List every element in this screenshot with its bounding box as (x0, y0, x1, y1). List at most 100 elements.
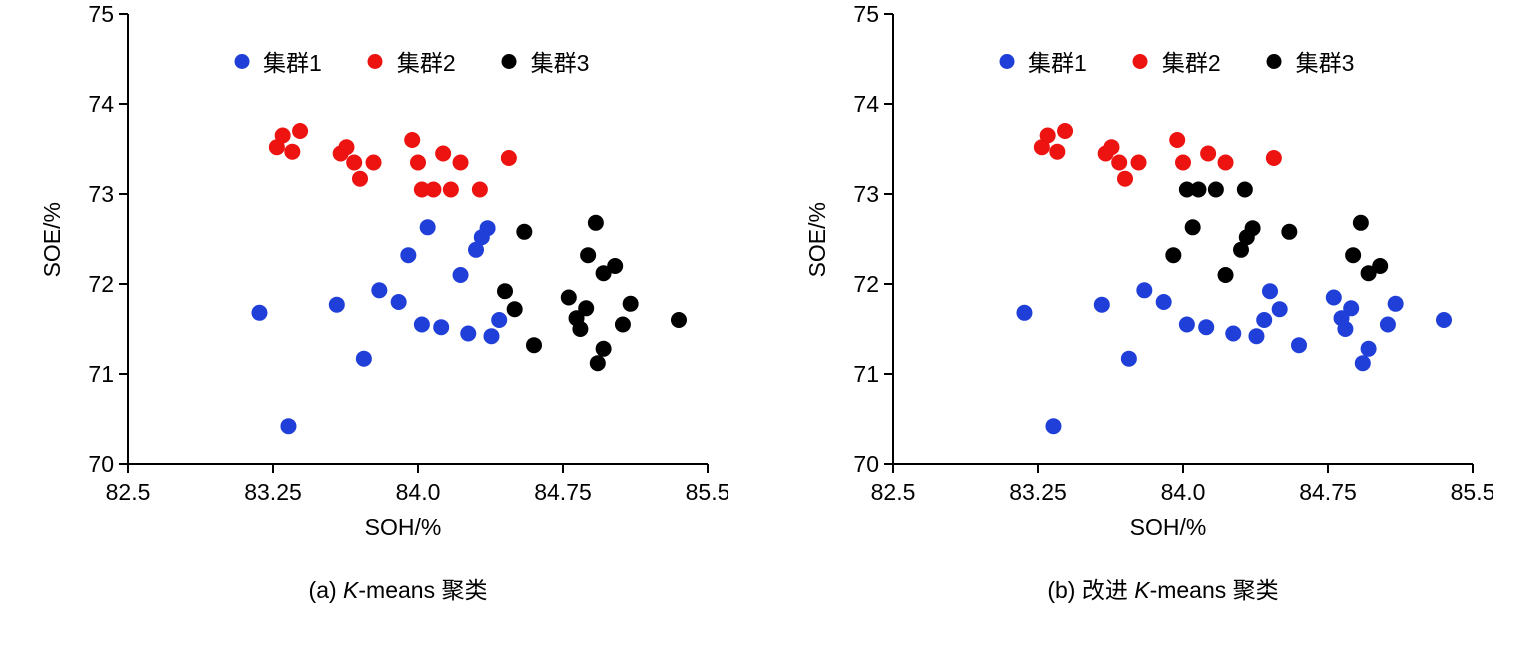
data-point (1178, 316, 1195, 333)
data-point (1102, 139, 1119, 156)
cluster3-dot-icon (501, 53, 517, 69)
data-point (442, 181, 459, 198)
data-point (419, 219, 436, 236)
data-point (1164, 247, 1181, 264)
data-point (1271, 301, 1288, 318)
data-point (1174, 154, 1191, 171)
data-point (1207, 181, 1224, 198)
data-point (587, 214, 604, 231)
y-axis-label: SOE/% (803, 202, 830, 278)
data-point (1247, 328, 1264, 345)
data-point (1280, 223, 1297, 240)
y-axis-label: SOE/% (38, 202, 65, 278)
legend-label-cluster2: 集群2 (396, 50, 456, 76)
data-point (452, 154, 469, 171)
chart-panel-a: SOE/% 70 71 72 73 74 75 82.5 83.25 84.0 84.75 85.5… (2, 6, 764, 661)
cluster3-dot-icon (1266, 53, 1282, 69)
x-tick-label: 82.5 (870, 479, 915, 505)
x-tick-label: 85.5 (1450, 479, 1492, 505)
data-point (370, 282, 387, 299)
data-point (283, 143, 300, 160)
data-point (571, 321, 588, 337)
y-tick-label: 71 (853, 361, 879, 387)
caption-a-k: K (343, 577, 359, 603)
legend: 集群1 集群2 集群3 (999, 44, 1354, 78)
data-point (1189, 181, 1206, 198)
data-point (434, 145, 451, 162)
caption-b: (b) 改进 K-means 聚类 (1017, 571, 1278, 605)
cluster1-dot-icon (999, 53, 1015, 69)
data-point (1360, 340, 1377, 357)
data-point (1360, 265, 1377, 282)
y-tick-label: 73 (88, 181, 114, 207)
data-point (1168, 132, 1185, 148)
data-point (467, 241, 484, 258)
legend-item-cluster3: 集群3 (1266, 44, 1355, 78)
data-point (1155, 294, 1172, 310)
data-point (595, 340, 612, 357)
data-point (1261, 283, 1278, 300)
x-tick-label: 84.75 (1299, 479, 1357, 505)
caption-a: (a) K-means 聚类 (279, 571, 488, 605)
data-point (1387, 295, 1404, 312)
x-tick-label: 84.75 (534, 479, 592, 505)
x-tick-label: 84.0 (395, 479, 440, 505)
data-point (1044, 418, 1061, 435)
data-point (274, 127, 291, 144)
data-point (482, 328, 499, 345)
data-point (525, 337, 542, 354)
data-point (1379, 316, 1396, 333)
data-point (1352, 214, 1369, 231)
data-point (614, 316, 631, 333)
data-point (595, 265, 612, 282)
data-point (1435, 312, 1452, 328)
scatter-plot-kmeans: 70 71 72 73 74 75 82.5 83.25 84.0 84.75 85.5 (88, 6, 728, 505)
data-point (432, 319, 449, 336)
cluster2-dot-icon (1132, 53, 1148, 69)
data-point (506, 301, 523, 318)
data-point (365, 154, 382, 171)
data-point (1217, 154, 1234, 171)
legend-item-cluster1: 集群1 (234, 44, 322, 78)
y-tick-label: 72 (88, 271, 114, 297)
data-point (496, 283, 513, 300)
data-point (1199, 145, 1216, 162)
data-point (1371, 258, 1388, 274)
legend-label-cluster1: 集群1 (263, 50, 322, 76)
legend-label-cluster3: 集群3 (1295, 50, 1355, 76)
legend: 集群1 集群2 集群3 (234, 44, 589, 78)
data-point (424, 181, 441, 198)
data-point (403, 132, 420, 148)
y-tick-label: 71 (88, 361, 114, 387)
data-point (279, 418, 296, 435)
data-point (479, 220, 496, 237)
data-point (1110, 154, 1127, 171)
data-point (606, 258, 623, 274)
data-point (328, 296, 345, 313)
x-tick-label: 84.0 (1160, 479, 1205, 505)
legend-item-cluster2: 集群2 (367, 44, 456, 78)
data-point (1265, 150, 1282, 166)
data-point (1232, 241, 1249, 258)
data-point (345, 154, 362, 171)
x-tick-label: 83.25 (1009, 479, 1067, 505)
cluster1-dot-icon (234, 53, 250, 69)
data-point (1184, 219, 1201, 236)
y-tick-label: 70 (88, 451, 114, 477)
data-point (1255, 312, 1272, 328)
y-tick-label: 74 (853, 91, 879, 117)
data-point (1015, 304, 1032, 321)
legend-item-cluster2: 集群2 (1132, 44, 1221, 78)
chart-panel-b: SOE/% 70 71 72 73 74 75 82.5 83.25 84.0 84.75 85.5… (767, 6, 1529, 661)
legend-label-cluster2: 集群2 (1161, 50, 1221, 76)
data-point (399, 247, 416, 264)
data-point (355, 350, 372, 367)
x-axis-label: SOH/% (1129, 514, 1207, 540)
data-point (413, 181, 430, 198)
y-tick-label: 70 (853, 451, 879, 477)
data-point (1039, 127, 1056, 144)
data-point (589, 355, 606, 372)
y-tick-label: 75 (88, 6, 114, 27)
data-point (1120, 350, 1137, 367)
